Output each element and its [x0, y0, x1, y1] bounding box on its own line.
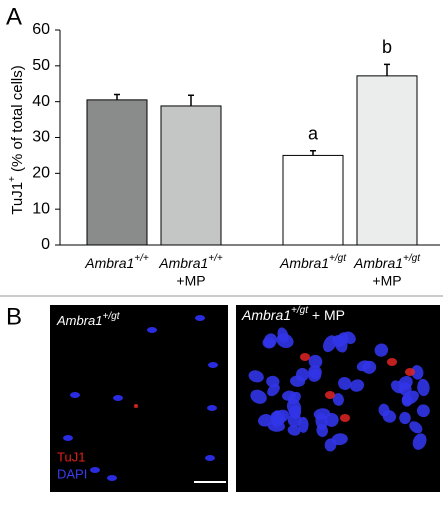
nucleus: [374, 343, 389, 357]
y-label-suffix: (% of total cells): [9, 65, 26, 176]
error-bar: [114, 93, 120, 100]
label-suffix: +MP: [176, 273, 205, 289]
legend-label: TuJ1: [57, 449, 85, 464]
nucleus: [248, 370, 264, 383]
label-name: Ambra1: [241, 307, 291, 323]
y-tick-label: 40: [32, 93, 50, 110]
y-tick-label: 50: [32, 57, 50, 74]
category-label: Ambra1+/gt: [353, 253, 421, 271]
category-label: Ambra1+/gt: [56, 311, 121, 328]
label-name: Ambra1: [279, 255, 329, 271]
category-label: Ambra1+/+: [158, 253, 223, 271]
nucleus: [250, 389, 267, 404]
bar: [282, 154, 344, 246]
category-label: Ambra1+/gt: [279, 253, 347, 271]
legend-label: DAPI: [57, 466, 87, 481]
nucleus: [205, 455, 215, 461]
tuj1-spot: [340, 414, 350, 422]
tuj1-spot: [300, 353, 310, 361]
panel-label: B: [6, 303, 22, 330]
nucleus: [356, 360, 371, 372]
label-name: Ambra1: [84, 255, 134, 271]
y-axis-label: TuJ1+ (% of total cells): [7, 65, 26, 215]
nucleus: [287, 413, 302, 427]
nucleus: [338, 377, 352, 390]
error-bar: [384, 63, 390, 76]
y-tick-label: 30: [32, 129, 50, 146]
nucleus: [412, 433, 427, 450]
nuclei: [63, 315, 430, 481]
y-tick-label: 0: [41, 236, 50, 253]
nucleus: [417, 378, 430, 397]
error-bar: [188, 94, 194, 106]
nucleus: [409, 421, 423, 434]
nucleus: [258, 414, 273, 427]
label-sup: +/gt: [291, 305, 309, 316]
category-label: Ambra1+/+: [84, 253, 149, 271]
label-sup: +/+: [208, 253, 223, 264]
label-sup: +/+: [134, 253, 149, 264]
nucleus: [332, 393, 344, 406]
label-sup: +/gt: [329, 253, 347, 264]
nucleus: [411, 365, 424, 380]
nucleus: [416, 404, 430, 418]
tuj1-spot: [387, 358, 397, 366]
label-sup: +/gt: [403, 253, 421, 264]
nucleus: [70, 392, 80, 398]
nucleus: [107, 475, 117, 481]
nucleus: [350, 379, 365, 392]
nucleus: [316, 423, 328, 437]
bar: [160, 105, 222, 246]
bar: [86, 99, 148, 246]
nucleus: [147, 327, 157, 333]
nucleus: [295, 367, 309, 382]
significance-label: b: [382, 37, 392, 57]
nucleus: [287, 425, 301, 436]
label-name: Ambra1: [353, 255, 403, 271]
nucleus: [266, 375, 280, 388]
micrograph-left: [50, 305, 228, 492]
label-suffix: +MP: [372, 273, 401, 289]
label-name: Ambra1: [56, 313, 103, 328]
bar: [356, 75, 418, 246]
nucleus: [90, 467, 100, 473]
nucleus: [308, 365, 322, 379]
tuj1-spot: [405, 368, 415, 376]
nucleus: [399, 411, 411, 425]
nucleus: [113, 395, 123, 401]
nucleus: [63, 435, 73, 441]
nucleus: [286, 398, 302, 416]
tuj1-spot: [325, 391, 335, 399]
nucleus: [324, 413, 339, 427]
nucleus: [262, 337, 276, 349]
nucleus: [331, 433, 348, 446]
nucleus: [308, 354, 323, 369]
y-tick-label: 10: [32, 200, 50, 217]
label-sup: +/gt: [103, 311, 121, 322]
tuj1-spot: [134, 404, 138, 408]
panel-label: A: [6, 3, 22, 30]
nucleus: [398, 375, 413, 390]
nucleus: [401, 394, 413, 407]
nucleus: [336, 332, 349, 346]
y-tick-label: 60: [32, 21, 50, 38]
category-label: Ambra1+/gt + MP: [241, 305, 345, 323]
nucleus: [282, 390, 296, 401]
nucleus: [207, 405, 217, 411]
significance-label: a: [308, 124, 319, 144]
label-name: Ambra1: [158, 255, 208, 271]
y-label-text: TuJ1: [9, 182, 26, 215]
label-suffix: + MP: [308, 307, 345, 323]
nucleus: [382, 410, 397, 423]
nucleus: [277, 327, 289, 343]
nucleus: [208, 362, 218, 368]
error-bar: [310, 150, 316, 156]
nucleus: [270, 410, 286, 426]
nucleus: [323, 335, 337, 353]
y-label-sup: +: [7, 176, 18, 182]
y-tick-label: 20: [32, 165, 50, 182]
nucleus: [195, 315, 205, 321]
